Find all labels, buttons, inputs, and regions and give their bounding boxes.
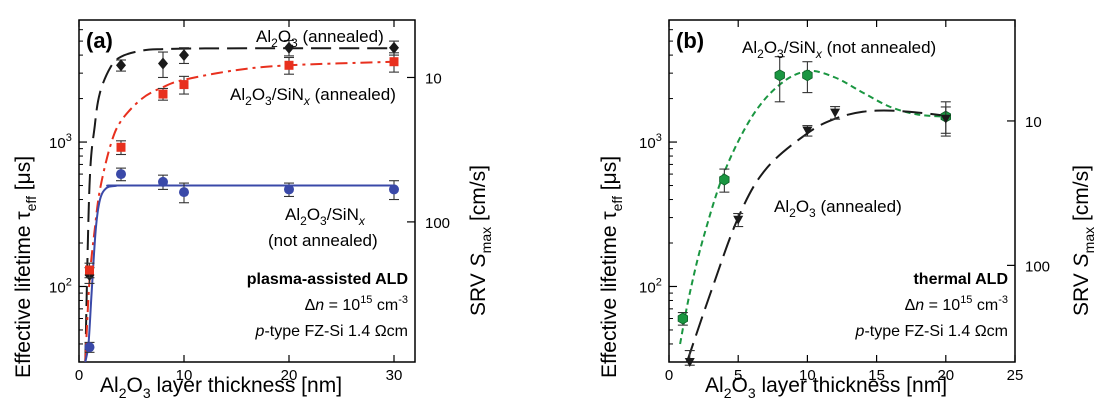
plot-frame-b <box>668 19 1016 363</box>
data-point-a-1-1 <box>116 140 126 156</box>
data-point-a-0-3 <box>179 47 189 65</box>
x-tick-label-a-3: 30 <box>386 367 403 384</box>
x-axis-title-a: Al2O3 layer thickness [nm] <box>100 374 342 401</box>
y2-axis-title-b: SRV Smax [cm/s] <box>1070 165 1095 316</box>
data-point-a-0-2 <box>158 51 168 79</box>
x-tick-label-b-2: 10 <box>799 367 816 384</box>
data-point-a-1-2 <box>158 87 168 101</box>
series-label-a-sinx-notannealed: Al2O3/SiNx <box>285 205 366 228</box>
ticks-a: 0 10 20 30 102 103 10 100 <box>49 19 450 384</box>
x-tick-label-a-1: 10 <box>176 367 193 384</box>
y2-tick-label-b-1: 100 <box>1025 258 1050 275</box>
data-points-a <box>84 39 399 353</box>
y-tick-label-a-1: 103 <box>49 132 72 152</box>
panel-label-a: (a) <box>86 28 113 53</box>
data-point-a-1-3 <box>179 75 189 95</box>
series-label-a-sinx-annealed: Al2O3/SiNx (annealed) <box>230 85 396 108</box>
fit-curve-b-1 <box>686 109 946 363</box>
data-points-b <box>677 56 951 367</box>
y-axis-title-b: Effective lifetime τeff [μs] <box>598 156 625 378</box>
substrate-label-b: p-type FZ-Si 1.4 Ωcm <box>855 323 1008 340</box>
data-point-b-1-0 <box>684 350 695 367</box>
panel-b: 0 5 10 15 20 25 102 103 10 100 (b) Al2O3/SiNx (no… <box>598 19 1095 401</box>
data-point-b-0-2 <box>774 56 785 103</box>
data-point-a-2-1 <box>116 167 126 182</box>
data-point-a-2-0 <box>84 341 95 353</box>
fit-curve-a-0 <box>84 47 394 363</box>
y-tick-label-a-0: 102 <box>49 276 72 296</box>
x-axis-title-b: Al2O3 layer thickness [nm] <box>705 374 947 401</box>
y2-tick-label-b-0: 10 <box>1025 114 1042 131</box>
data-point-b-1-3 <box>830 106 841 120</box>
x-tick-label-a-0: 0 <box>75 367 83 384</box>
fit-curve-b-0 <box>679 69 946 345</box>
x-tick-label-b-4: 20 <box>937 367 954 384</box>
data-point-b-1-1 <box>733 212 744 228</box>
plot-frame-a <box>78 19 416 363</box>
x-tick-label-b-5: 25 <box>1007 367 1024 384</box>
y-axis-title-a: Effective lifetime τeff [μs] <box>12 156 39 378</box>
ticks-b: 0 5 10 15 20 25 102 103 10 100 <box>639 19 1050 384</box>
data-point-a-2-2 <box>158 174 168 190</box>
substrate-label-a: p-type FZ-Si 1.4 Ωcm <box>255 323 408 340</box>
x-tick-label-a-2: 20 <box>281 367 298 384</box>
method-label-a: plasma-assisted ALD <box>247 271 408 288</box>
data-point-b-0-0 <box>677 311 688 326</box>
data-point-b-0-3 <box>802 61 813 94</box>
x-tick-label-b-3: 15 <box>868 367 885 384</box>
fit-curve-a-1 <box>84 60 395 363</box>
y2-axis-title-a: SRV Smax [cm/s] <box>467 165 494 316</box>
fit-curves-b <box>679 69 946 363</box>
data-point-b-1-4 <box>940 106 951 134</box>
dn-label-a: Δn = 1015 cm-3 <box>305 294 408 314</box>
x-tick-label-b-0: 0 <box>665 367 673 384</box>
data-point-a-2-5 <box>389 180 399 201</box>
data-point-b-1-2 <box>802 125 813 137</box>
panel-label-b: (b) <box>676 28 704 53</box>
data-point-b-0-1 <box>719 168 730 193</box>
data-point-a-1-5 <box>389 52 399 73</box>
series-label-b-sinx-notannealed: Al2O3/SiNx (not annealed) <box>742 38 936 61</box>
data-point-a-2-3 <box>179 182 189 204</box>
data-point-a-0-4 <box>284 39 294 57</box>
data-point-a-2-4 <box>284 182 294 198</box>
y2-tick-label-a-0: 10 <box>425 70 442 87</box>
y2-tick-label-a-1: 100 <box>425 215 450 232</box>
series-label-a-annealed: Al2O3 (annealed) <box>256 27 384 50</box>
series-label-b-annealed: Al2O3 (annealed) <box>774 197 902 220</box>
dn-label-b: Δn = 1015 cm-3 <box>905 294 1008 314</box>
data-point-a-1-4 <box>284 56 294 75</box>
y-tick-label-b-1: 103 <box>639 132 662 152</box>
data-point-a-1-0 <box>84 262 95 279</box>
method-label-b: thermal ALD <box>913 271 1008 288</box>
x-tick-label-b-1: 5 <box>734 367 742 384</box>
data-point-a-0-1 <box>116 59 126 72</box>
y-tick-label-b-0: 102 <box>639 276 662 296</box>
series-label-a-sinx-notannealed-line2: (not annealed) <box>268 231 378 250</box>
